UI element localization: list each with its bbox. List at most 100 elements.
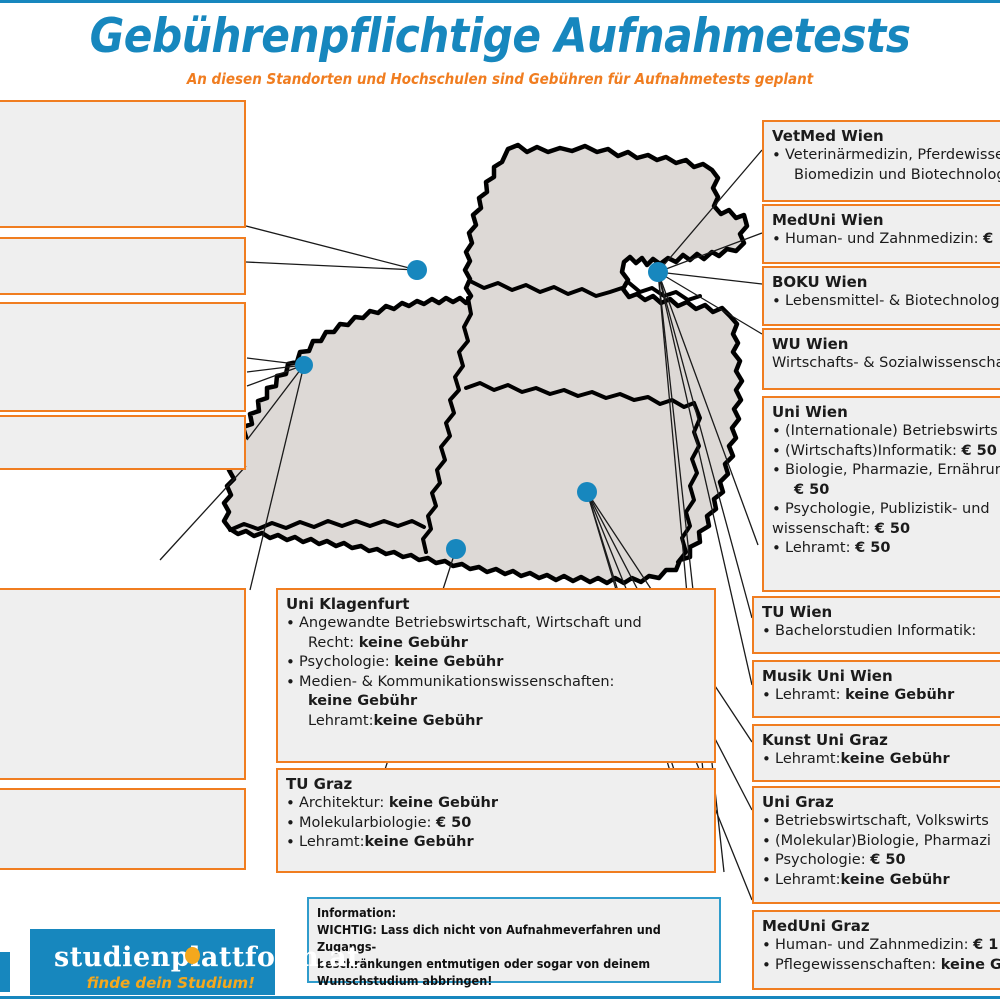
box-line: Lehramt:keine Gebühr [762, 871, 1000, 891]
box-tu-graz[interactable]: TU Graz Architektur: keine Gebühr Moleku… [276, 768, 716, 873]
page-title: Gebührenpflichtige Aufnahmetests [89, 9, 911, 64]
page-subtitle: An diesen Standorten und Hochschulen sin… [186, 70, 814, 88]
box-jku-linz[interactable]: schafts- 0 € 110 bekannt [0, 100, 246, 228]
box-line: Lehramt:keine Gebühr [308, 712, 483, 729]
box-line: Lehramt:keine Gebühr [286, 833, 707, 853]
box-line: Human- und Zahnmedizin: € 1 [762, 936, 1000, 956]
box-musik-uni-wien[interactable]: Musik Uni Wien Lehramt: keine Gebühr [752, 660, 1000, 718]
top-border-rule [0, 0, 1000, 3]
box-header: Uni Klagenfurt [286, 595, 410, 613]
box-uni-wien[interactable]: Uni Wien (Internationale) Betriebswirts … [762, 396, 1000, 592]
dot-linz [407, 260, 427, 280]
box-line: Recht: keine Gebühr [308, 634, 468, 651]
box-line: Betriebswirtschaft, Volkswirts [762, 812, 1000, 832]
box-line: bekannt [0, 183, 237, 203]
box-line: € 50 [0, 648, 237, 668]
box-line: 110 [0, 834, 237, 854]
box-line: (Molekular)Biologie, Pharmazi [762, 832, 1000, 852]
partner-logo-text: atung [0, 932, 30, 945]
box-line: Angewandte Betriebswirtschaft, Wirtschaf… [286, 614, 707, 634]
box-wu-wien[interactable]: WU Wien Wirtschafts- & Sozialwissenscha [762, 328, 1000, 390]
box-line: Biologie, Pharmazie, Ernährun [772, 461, 1000, 481]
box-line: (Internationale) Betriebswirts [772, 422, 1000, 442]
box-line: Medien- & Kommunikationswissenschaften: [286, 673, 707, 693]
box-line: Human- und Zahnmedizin: € [772, 230, 1000, 250]
information-box[interactable]: Information: WICHTIG: Lass dich nicht vo… [307, 897, 721, 988]
box-line: aften, Internationale [0, 687, 237, 707]
box-header: TU Graz [286, 775, 353, 793]
box-meduni-wien[interactable]: MedUni Wien Human- und Zahnmedizin: € [762, 204, 1000, 264]
box-line: Molekularbiologie: € 50 [286, 814, 707, 834]
info-line-2: beschränkungen entmutigen oder sogar von… [317, 956, 651, 971]
box-line: Lehramt: € 50 [772, 539, 1000, 559]
info-line-3: Wunschstudium abbringen! [317, 973, 493, 988]
box-header: BOKU Wien [772, 273, 868, 291]
box-header: TU Wien [762, 603, 833, 621]
dot-klagenfurt [446, 539, 466, 559]
dot-graz [577, 482, 597, 502]
box-header: MedUni Wien [772, 211, 884, 229]
box-header: Kunst Uni Graz [762, 731, 888, 749]
box-line: bekannt [0, 433, 237, 453]
box-uni-graz[interactable]: Uni Graz Betriebswirtschaft, Volkswirts … [752, 786, 1000, 904]
box-line: bekannt [0, 255, 237, 275]
box-line: Veterinärmedizin, Pferdewisse [772, 146, 1000, 166]
box-line: Wirtschafts- & Sozialwissenscha [772, 355, 1000, 371]
austria-outline [221, 142, 750, 586]
box-header: Musik Uni Wien [762, 667, 893, 685]
map-dots [295, 260, 668, 559]
box-line: enschaft: keine Gebühr [0, 352, 237, 372]
box-header: WU Wien [772, 335, 849, 353]
box-line: Pflegewissenschaften: keine G [762, 956, 1000, 976]
box-header: VetMed Wien [772, 127, 884, 145]
box-line: € 110 [0, 163, 237, 183]
studienplattform-logo[interactable]: studienplattform.at finde dein Studium! [30, 929, 360, 995]
box-header: Uni Graz [762, 793, 834, 811]
box-line: bekannt [0, 726, 237, 746]
box-uni-innsbruck[interactable]: enschaft: keine Gebühr bekannt [0, 302, 246, 412]
box-line: bekannt [0, 372, 237, 392]
box-line: izin: € 110 [0, 814, 237, 834]
box-line: Biomedizin und Biotechnolog [794, 166, 1000, 183]
box-line: wissenschaft: € 50 [772, 520, 911, 537]
box-line: Bachelorstudien Informatik: [762, 622, 1000, 642]
box-line: Lehramt: keine Gebühr [762, 686, 1000, 706]
box-line: Psychologie: € 50 [762, 851, 1000, 871]
box-left-2[interactable]: bekannt [0, 237, 246, 295]
box-vetmed-wien[interactable]: VetMed Wien Veterinärmedizin, Pferdewiss… [762, 120, 1000, 202]
box-uni-klagenfurt[interactable]: Uni Klagenfurt Angewandte Betriebswirtsc… [276, 588, 716, 763]
box-line: € 50 [794, 481, 830, 498]
partner-logo-mark [0, 952, 10, 992]
box-line: Architektur: keine Gebühr [286, 794, 707, 814]
box-line: 0 [0, 144, 237, 164]
box-line: aften: € 50 [0, 706, 237, 726]
dot-innsbruck [295, 356, 313, 374]
box-boku-wien[interactable]: BOKU Wien Lebensmittel- & Biotechnolog [762, 266, 1000, 326]
box-line: (Wirtschafts)Informatik: € 50 [772, 442, 1000, 462]
box-line: Lehramt:keine Gebühr [762, 750, 1000, 770]
box-line: Lebensmittel- & Biotechnolog [772, 292, 1000, 312]
box-line: Psychologie, Publizistik- und [772, 500, 1000, 520]
logo-tagline: finde dein Studium! [86, 974, 255, 992]
logo-wordmark: studienplattform.at [54, 942, 361, 973]
box-line [0, 668, 237, 687]
partner-logo: atung [0, 928, 32, 992]
box-left-4[interactable]: bekannt [0, 415, 246, 470]
bottom-border-rule [0, 996, 1000, 999]
box-line: keine Gebühr [308, 693, 418, 709]
box-meduni-graz[interactable]: MedUni Graz Human- und Zahnmedizin: € 1 … [752, 910, 1000, 990]
box-header: MedUni Graz [762, 917, 870, 935]
box-kunst-uni-graz[interactable]: Kunst Uni Graz Lehramt:keine Gebühr [752, 724, 1000, 782]
box-tu-wien[interactable]: TU Wien Bachelorstudien Informatik: [752, 596, 1000, 654]
box-line: Psychologie: keine Gebühr [286, 653, 707, 673]
box-line: schafts- [0, 124, 237, 144]
dot-wien [648, 262, 668, 282]
balloon-icon [185, 947, 200, 964]
info-line-1: WICHTIG: Lass dich nicht von Aufnahmever… [317, 922, 661, 954]
info-title: Information: [317, 905, 397, 920]
box-left-5[interactable]: € 50 aften, Internationale aften: € 50 b… [0, 588, 246, 780]
box-header: Uni Wien [772, 403, 848, 421]
box-meduni-innsbruck[interactable]: izin: € 110 110 [0, 788, 246, 870]
